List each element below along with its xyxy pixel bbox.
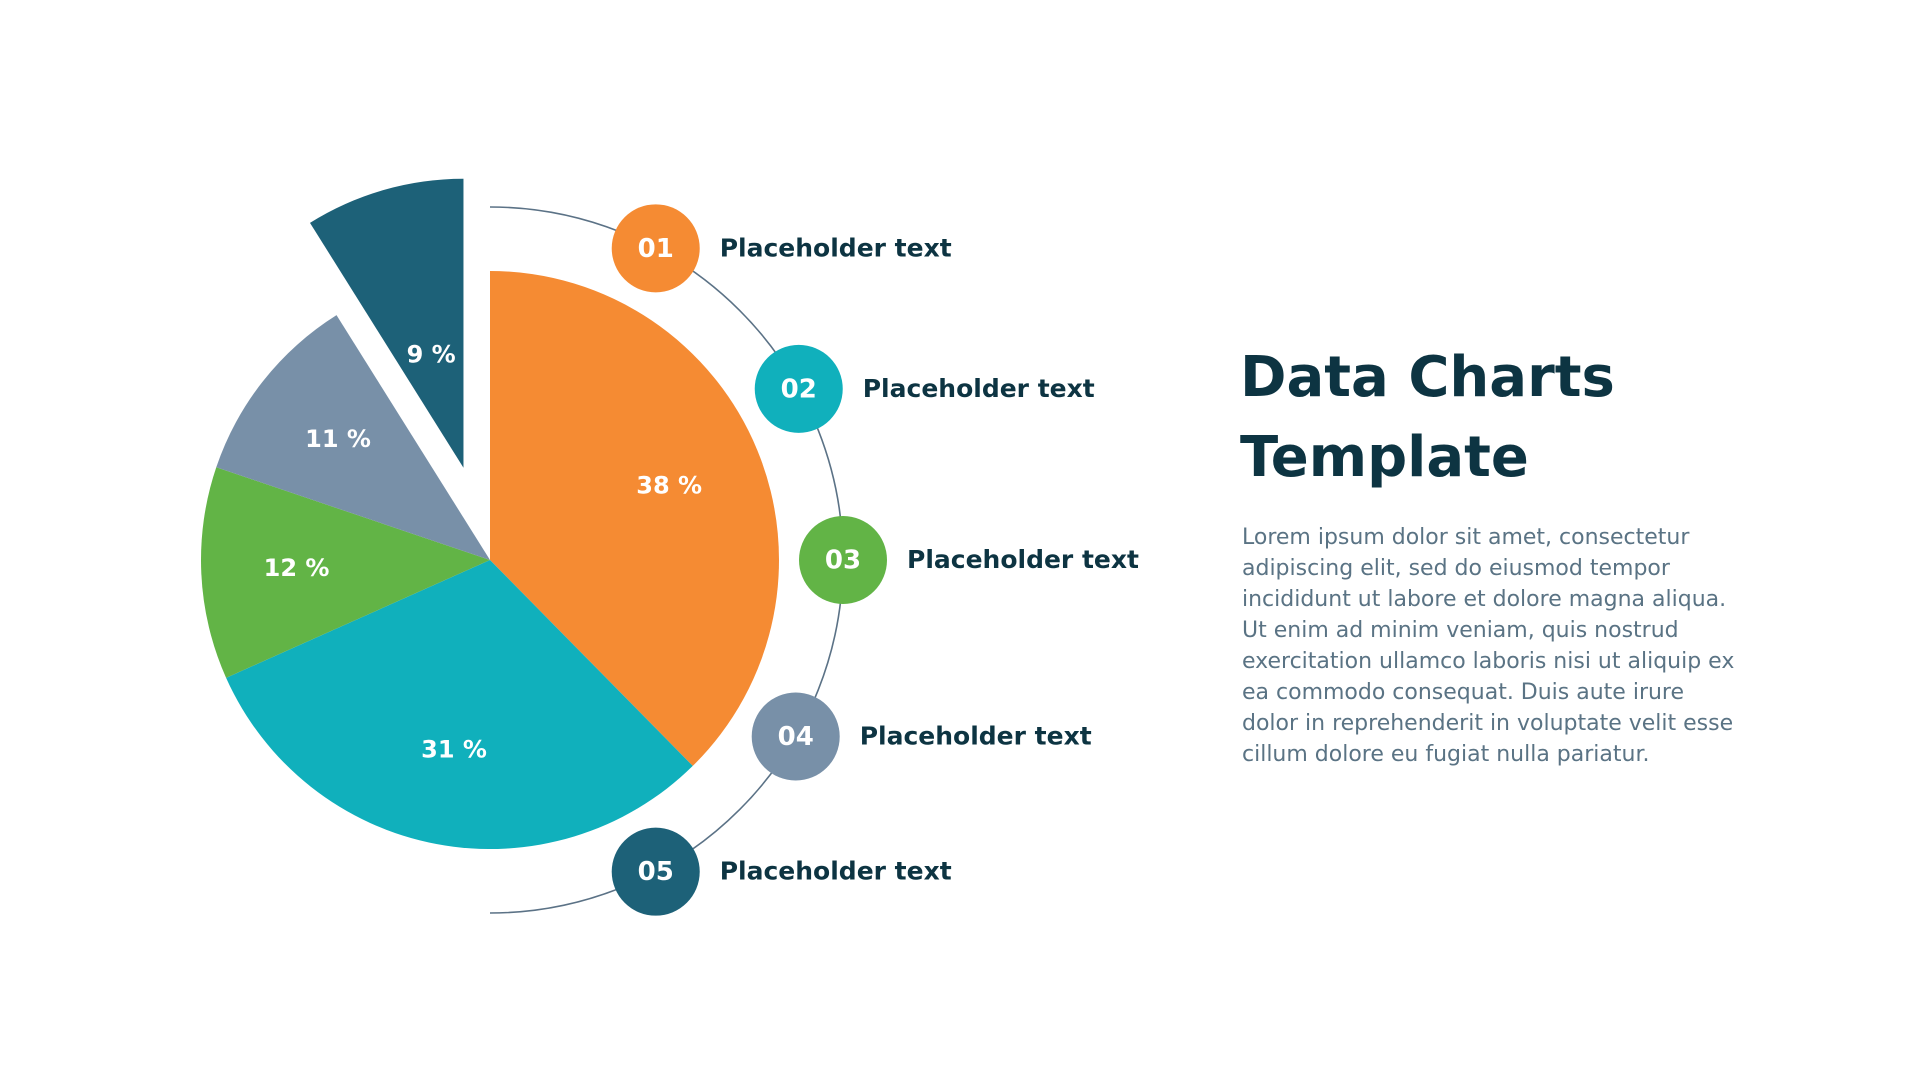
- legend-marker: [611, 827, 700, 916]
- pie-slice: [201, 467, 490, 678]
- pie-slice: [309, 178, 464, 468]
- pie-slice: [216, 315, 491, 560]
- value-label: 11 %: [305, 425, 371, 453]
- legend-marker: [754, 344, 843, 433]
- legend-number: 02: [781, 374, 817, 404]
- legend-number: 05: [638, 857, 674, 887]
- legend-number: 04: [778, 722, 814, 752]
- legend-label: Placeholder text: [720, 857, 952, 886]
- description: Lorem ipsum dolor sit amet, consectetur …: [1242, 525, 1735, 767]
- slide-title: Data Charts Template: [1240, 345, 1615, 490]
- value-label: 38 %: [636, 472, 702, 500]
- legend-marker: [751, 692, 840, 781]
- value-label: 12 %: [264, 554, 330, 582]
- legend-label: Placeholder text: [863, 374, 1095, 403]
- value-label: 31 %: [421, 735, 487, 763]
- legend-marker: [611, 204, 700, 293]
- legend-marker: [799, 516, 887, 604]
- legend-number: 01: [638, 234, 674, 264]
- legend-label: Placeholder text: [860, 722, 1092, 751]
- pie-slice: [490, 271, 780, 766]
- pie-slice: [226, 560, 693, 849]
- legend-label: Placeholder text: [907, 545, 1139, 574]
- legend-label: Placeholder text: [720, 233, 952, 262]
- value-label: 9 %: [407, 340, 456, 368]
- legend-number: 03: [825, 546, 861, 576]
